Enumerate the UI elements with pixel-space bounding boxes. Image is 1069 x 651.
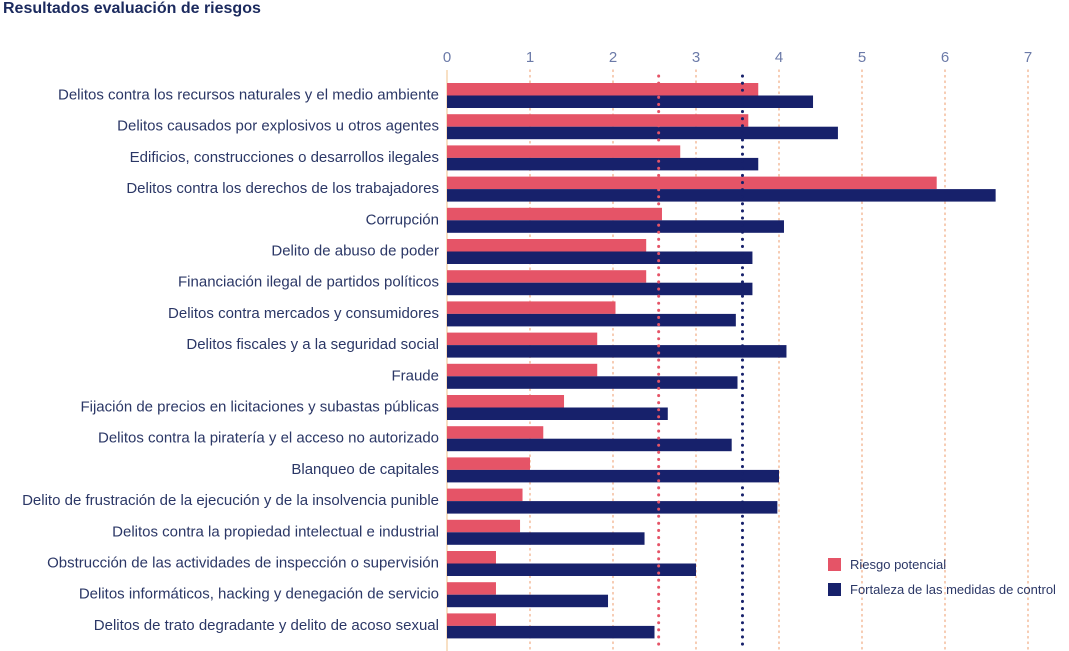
category-label: Delitos informáticos, hacking y denegaci… bbox=[79, 586, 439, 603]
bar-riesgo-potencial bbox=[447, 83, 759, 96]
bar-riesgo-potencial bbox=[447, 551, 496, 564]
category-label: Edificios, construcciones o desarrollos … bbox=[130, 149, 439, 166]
category-label: Fijación de precios en licitaciones y su… bbox=[80, 399, 439, 416]
category-label: Obstrucción de las actividades de inspec… bbox=[47, 555, 439, 572]
bar-fortaleza-control bbox=[447, 594, 609, 608]
category-label: Financiación ilegal de partidos político… bbox=[178, 274, 439, 291]
bar-riesgo-potencial bbox=[447, 582, 496, 595]
bar-riesgo-potencial bbox=[447, 114, 749, 127]
category-label: Delitos fiscales y a la seguridad social bbox=[186, 336, 439, 353]
bar-riesgo-potencial bbox=[447, 395, 565, 408]
bar-riesgo-potencial bbox=[447, 332, 598, 346]
bar-riesgo-potencial bbox=[447, 488, 523, 502]
category-label: Delitos contra los recursos naturales y … bbox=[58, 87, 439, 104]
bar-riesgo-potencial bbox=[447, 176, 937, 190]
bar-riesgo-potencial bbox=[447, 301, 616, 314]
bar-fortaleza-control bbox=[447, 126, 838, 140]
bar-fortaleza-control bbox=[447, 313, 736, 327]
bar-riesgo-potencial bbox=[447, 613, 496, 626]
legend-swatch bbox=[828, 583, 841, 596]
bar-riesgo-potencial bbox=[447, 207, 662, 221]
bar-riesgo-potencial bbox=[447, 145, 681, 158]
bar-riesgo-potencial bbox=[447, 519, 521, 533]
category-label: Corrupción bbox=[366, 211, 439, 228]
x-tick-label: 1 bbox=[526, 49, 534, 66]
bar-fortaleza-control bbox=[447, 220, 784, 233]
category-label: Delitos causados por explosivos u otros … bbox=[117, 118, 439, 135]
bar-fortaleza-control bbox=[447, 376, 738, 389]
x-tick-label: 6 bbox=[941, 49, 949, 66]
category-label: Delitos contra la piratería y el acceso … bbox=[98, 430, 439, 447]
category-label: Blanqueo de capitales bbox=[291, 461, 439, 478]
x-tick-label: 3 bbox=[692, 49, 700, 66]
bar-fortaleza-control bbox=[447, 501, 778, 514]
bar-fortaleza-control bbox=[447, 157, 759, 171]
bar-riesgo-potencial bbox=[447, 239, 647, 252]
bar-riesgo-potencial bbox=[447, 426, 544, 439]
category-label: Fraude bbox=[391, 367, 439, 384]
category-label: Delito de abuso de poder bbox=[271, 243, 439, 260]
category-label: Delitos contra los derechos de los traba… bbox=[126, 180, 439, 197]
bar-riesgo-potencial bbox=[447, 363, 598, 377]
bar-fortaleza-control bbox=[447, 469, 779, 483]
bar-fortaleza-control bbox=[447, 625, 655, 639]
x-tick-label: 0 bbox=[443, 49, 451, 66]
bar-riesgo-potencial bbox=[447, 457, 530, 470]
chart-title: Resultados evaluación de riesgos bbox=[3, 0, 261, 17]
x-tick-label: 4 bbox=[775, 49, 783, 66]
bar-fortaleza-control bbox=[447, 563, 696, 576]
bar-fortaleza-control bbox=[447, 251, 753, 264]
legend-label: Riesgo potencial bbox=[850, 557, 946, 572]
bar-fortaleza-control bbox=[447, 345, 787, 358]
bar-fortaleza-control bbox=[447, 532, 645, 545]
category-label: Delitos contra mercados y consumidores bbox=[168, 305, 439, 322]
x-tick-label: 5 bbox=[858, 49, 866, 66]
x-tick-label: 7 bbox=[1024, 49, 1032, 66]
legend-swatch bbox=[828, 558, 841, 571]
category-label: Delitos de trato degradante y delito de … bbox=[94, 617, 439, 634]
category-label: Delito de frustración de la ejecución y … bbox=[22, 492, 439, 509]
bar-riesgo-potencial bbox=[447, 270, 647, 283]
bar-fortaleza-control bbox=[447, 282, 753, 296]
category-label: Delitos contra la propiedad intelectual … bbox=[112, 523, 439, 540]
x-tick-label: 2 bbox=[609, 49, 617, 66]
bar-fortaleza-control bbox=[447, 407, 668, 420]
bar-fortaleza-control bbox=[447, 95, 814, 108]
bar-fortaleza-control bbox=[447, 189, 996, 202]
legend-label: Fortaleza de las medidas de control bbox=[850, 582, 1056, 597]
bar-fortaleza-control bbox=[447, 438, 732, 452]
